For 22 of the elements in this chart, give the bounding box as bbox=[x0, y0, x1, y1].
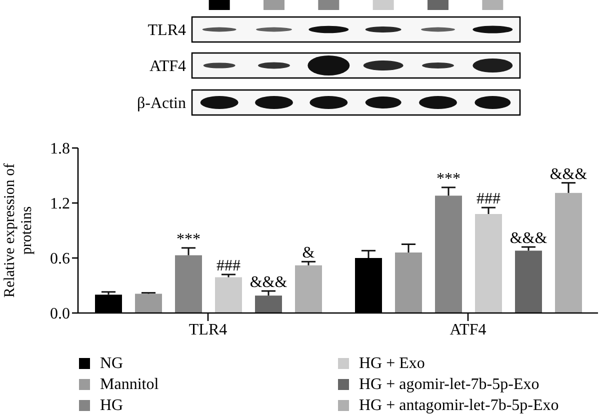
annotation: &&& bbox=[550, 166, 588, 183]
legend-label: HG + Exo bbox=[359, 354, 425, 372]
annotation: &&& bbox=[510, 230, 548, 247]
legend-label: NG bbox=[100, 354, 124, 372]
legend-label: HG + agomir-let-7b-5p-Exo bbox=[359, 376, 540, 394]
annotation: ### bbox=[476, 190, 500, 208]
y-tick-label: 0.0 bbox=[50, 306, 70, 323]
text: ATF4 bbox=[150, 58, 186, 76]
text: β-Actin bbox=[136, 95, 186, 112]
annotation: &&& bbox=[250, 274, 288, 291]
annotation: *** bbox=[436, 170, 460, 188]
annotation: & bbox=[302, 244, 316, 262]
y-axis-title: Relative expression of proteins bbox=[2, 163, 35, 298]
y-tick-label: 1.2 bbox=[50, 196, 70, 213]
legend-label: HG bbox=[100, 396, 124, 414]
legend-label: HG + antagomir-let-7b-5p-Exo bbox=[359, 396, 559, 414]
annotation: ### bbox=[216, 258, 240, 274]
text: TLR4 bbox=[148, 22, 186, 40]
legend-label: Mannitol bbox=[100, 376, 159, 394]
y-tick-label: 0.6 bbox=[50, 250, 70, 268]
annotation: *** bbox=[176, 230, 200, 248]
y-tick-label: 1.8 bbox=[50, 140, 70, 158]
